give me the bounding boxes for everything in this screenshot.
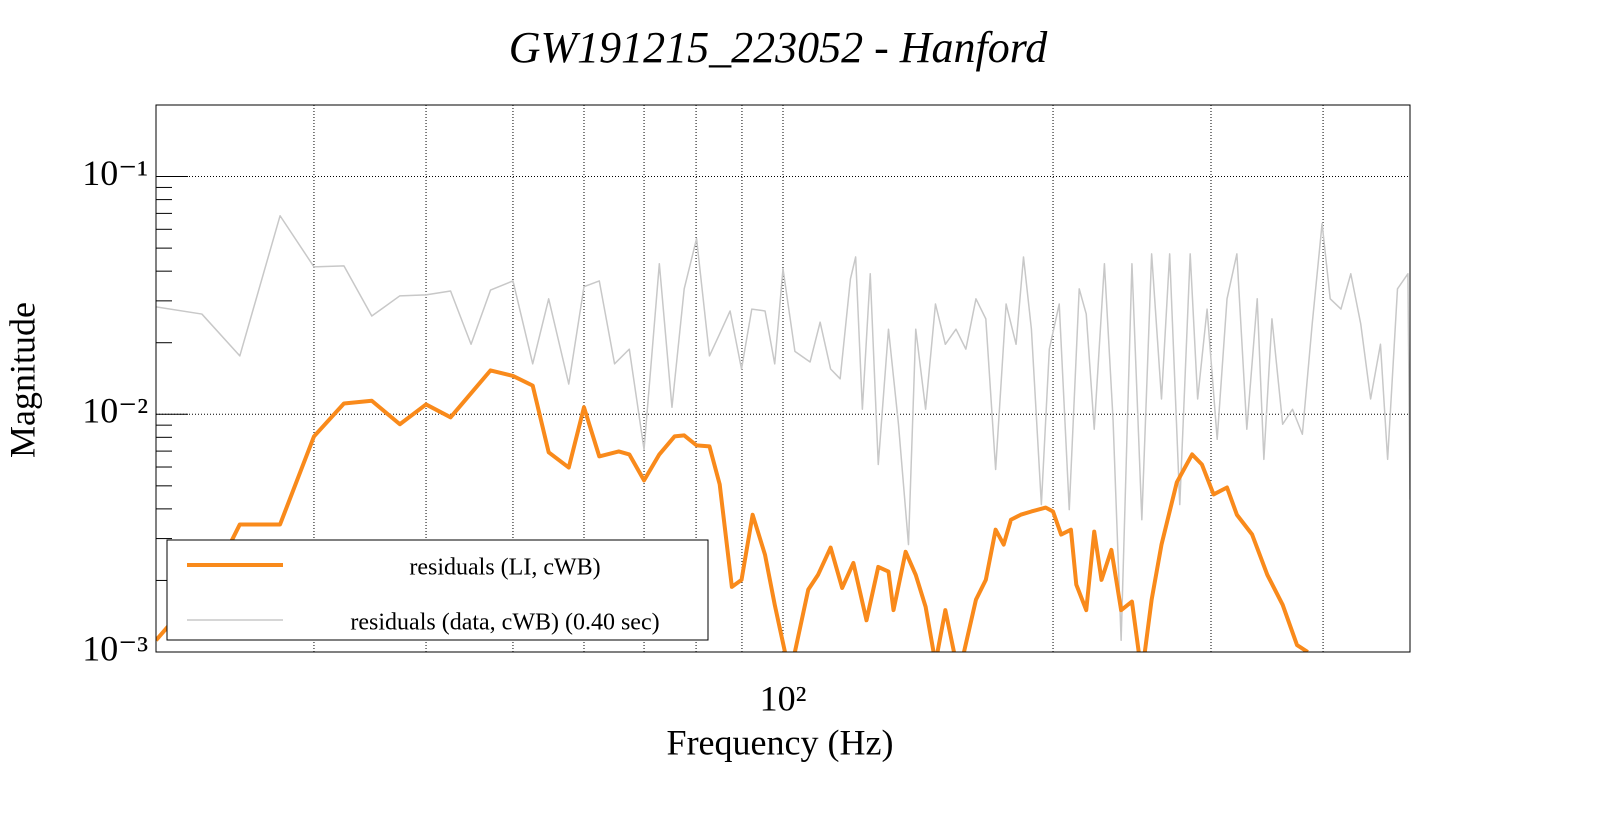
x-tick-label: 10²: [760, 678, 807, 718]
plot-frame: [155, 104, 1411, 653]
chart-title: GW191215_223052 - Hanford: [509, 23, 1049, 72]
legend-box: [166, 539, 709, 641]
series-line: [156, 215, 1410, 642]
legend-label: residuals (data, cWB) (0.40 sec): [350, 610, 659, 636]
y-tick-label: 10⁻²: [82, 391, 148, 431]
y-tick-label: 10⁻¹: [82, 153, 148, 193]
y-axis-label: Magnitude: [2, 302, 42, 458]
series-line: [156, 368, 1309, 652]
x-axis-label: Frequency (Hz): [667, 722, 894, 762]
y-tick-label: 10⁻³: [82, 628, 148, 668]
legend-label: residuals (LI, cWB): [409, 555, 600, 581]
